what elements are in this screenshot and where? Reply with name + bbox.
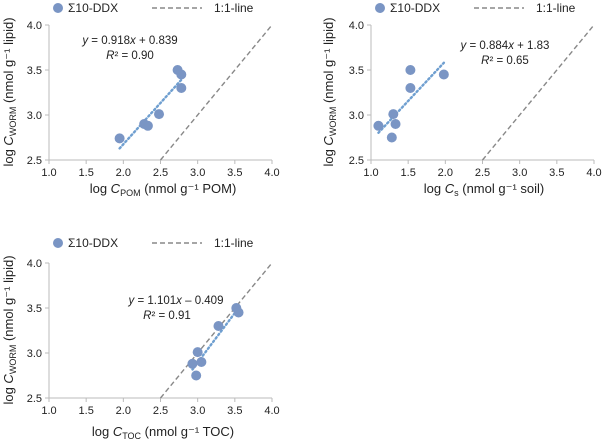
x-tick-label: 1.0	[363, 167, 378, 179]
x-tick-label: 2.5	[153, 167, 168, 179]
r-squared-label: R² = 0.91	[143, 310, 191, 322]
legend-marker-series	[53, 238, 63, 248]
x-tick-label: 1.5	[79, 405, 94, 417]
data-point	[176, 83, 187, 93]
x-tick-label: 2.0	[438, 167, 453, 179]
y-tick-label: 2.5	[349, 155, 364, 167]
y-tick-label: 4.0	[349, 20, 364, 32]
identity-line	[159, 262, 273, 399]
y-axis-label: log CWORM (nmol g⁻¹ lipid)	[1, 17, 18, 166]
x-axis-label: log Cs (nmol g⁻¹ soil)	[424, 181, 544, 198]
legend-label-series: Σ10-DDX	[390, 1, 440, 15]
x-tick-label: 3.5	[227, 405, 242, 417]
data-point	[142, 120, 153, 131]
legend-label-identity: 1:1-line	[214, 236, 254, 250]
data-point	[114, 133, 125, 144]
legend-label-identity: 1:1-line	[214, 1, 254, 15]
identity-line	[481, 24, 595, 161]
y-tick-label: 3.5	[349, 65, 364, 77]
legend-label-series: Σ10-DDX	[68, 236, 118, 250]
data-point	[438, 69, 449, 80]
data-point	[187, 358, 198, 369]
x-tick-label: 3.0	[190, 167, 205, 179]
chart-panel-1: 1.0 1.5 2.0 2.5 3.0 3.5 4.0 2.5 3.0 3.5 4.0 Σ10-DDX…	[1, 1, 280, 198]
data-point	[405, 65, 416, 75]
legend-marker-series	[375, 3, 385, 13]
y-tick-label: 3.0	[349, 110, 364, 122]
r-squared-label: R² = 0.90	[106, 50, 154, 62]
data-point	[154, 109, 165, 120]
x-tick-label: 3.5	[227, 167, 242, 179]
x-axis-label: log CPOM (nmol g⁻¹ POM)	[90, 181, 237, 198]
data-point	[213, 321, 224, 331]
data-point	[233, 307, 244, 318]
x-tick-label: 1.5	[79, 167, 94, 179]
data-point	[191, 370, 202, 381]
trend-line	[118, 76, 185, 150]
x-tick-label: 3.0	[512, 167, 527, 179]
x-tick-label: 4.0	[264, 405, 279, 417]
x-tick-label: 2.5	[153, 405, 168, 417]
x-tick-label: 3.5	[549, 167, 564, 179]
x-tick-label: 1.0	[41, 405, 56, 417]
x-tick-label: 2.5	[475, 167, 490, 179]
y-tick-label: 3.5	[27, 303, 42, 315]
y-tick-label: 3.0	[27, 348, 42, 360]
data-point	[390, 119, 401, 129]
x-tick-label: 4.0	[264, 167, 279, 179]
regression-equation: y = 0.918x + 0.839	[81, 35, 177, 47]
data-point	[405, 83, 416, 93]
regression-equation: y = 0.884x + 1.83	[460, 40, 550, 52]
data-point	[176, 69, 187, 80]
data-point	[386, 132, 397, 143]
chart-panel-2: 1.0 1.5 2.0 2.5 3.0 3.5 4.0 2.5 3.0 3.5 4.0 Σ10-DDX…	[321, 1, 602, 198]
data-point	[192, 347, 203, 358]
y-tick-label: 3.5	[27, 65, 42, 77]
x-tick-label: 1.5	[401, 167, 416, 179]
trend-line	[377, 61, 446, 134]
y-axis-label: log CWORM (nmol g⁻¹ lipid)	[1, 255, 18, 404]
legend-label-identity: 1:1-line	[536, 1, 576, 15]
x-tick-label: 2.0	[116, 405, 131, 417]
x-tick-label: 2.0	[116, 167, 131, 179]
legend-marker-series	[53, 3, 63, 13]
r-squared-label: R² = 0.65	[481, 55, 529, 67]
x-tick-label: 4.0	[586, 167, 601, 179]
y-axis-label: log CWORM (nmol g⁻¹ lipid)	[321, 17, 338, 166]
y-tick-label: 3.0	[27, 110, 42, 122]
y-tick-label: 4.0	[27, 258, 42, 270]
x-axis-label: log CTOC (nmol g⁻¹ TOC)	[92, 424, 234, 439]
chart-panel-3: 1.0 1.5 2.0 2.5 3.0 3.5 4.0 2.5 3.0 3.5 4.0 Σ10-DDX…	[1, 236, 280, 439]
data-point	[373, 120, 384, 131]
y-tick-label: 2.5	[27, 155, 42, 167]
x-tick-label: 1.0	[41, 167, 56, 179]
identity-line	[159, 24, 273, 161]
x-tick-label: 3.0	[190, 405, 205, 417]
y-tick-label: 4.0	[27, 20, 42, 32]
data-point	[388, 109, 399, 120]
y-tick-label: 2.5	[27, 393, 42, 405]
legend-label-series: Σ10-DDX	[68, 1, 118, 15]
data-point	[196, 357, 207, 367]
regression-equation: y = 1.101x – 0.409	[128, 295, 224, 307]
